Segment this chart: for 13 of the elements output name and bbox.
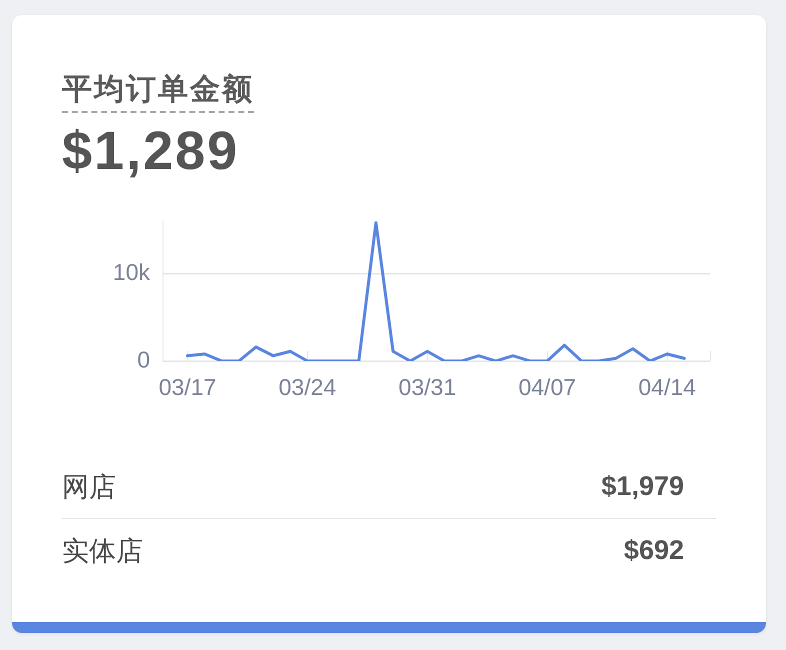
x-tick-label: 04/14	[638, 374, 696, 400]
text: $692	[624, 535, 684, 566]
y-tick-label: 10k	[112, 258, 150, 285]
y-tick-label: 0	[137, 346, 150, 372]
text: $1,979	[601, 471, 684, 502]
text: 实体店	[62, 534, 143, 568]
x-tick-label: 03/24	[278, 374, 336, 400]
chart-subtitle: $1,289	[62, 121, 240, 181]
x-tick-label: 04/07	[518, 374, 576, 400]
text: 网店	[62, 470, 116, 504]
x-tick-label: 03/31	[398, 374, 456, 400]
x-tick-label: 03/17	[158, 374, 216, 400]
chart-title: 平均订单金额	[62, 72, 254, 113]
